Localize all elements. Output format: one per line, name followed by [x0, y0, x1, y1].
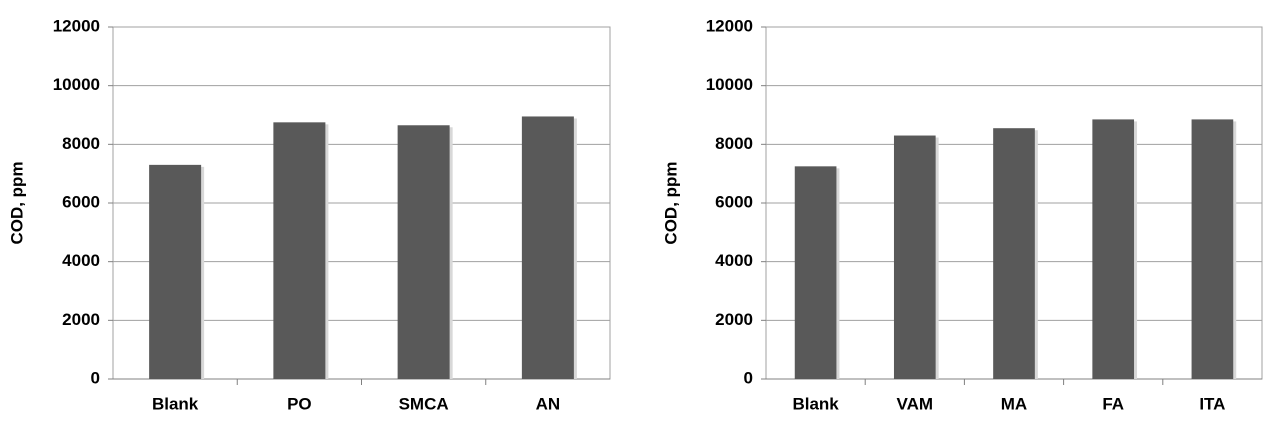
x-tick-label: VAM: [897, 394, 934, 413]
bar: [993, 128, 1035, 379]
bar: [893, 135, 936, 379]
y-tick-label: 6000: [62, 192, 100, 211]
y-tick-label: 0: [744, 368, 753, 387]
y-tick-label: 12000: [53, 16, 100, 35]
bar: [149, 164, 202, 379]
y-tick-label: 2000: [715, 310, 753, 329]
y-tick-label: 8000: [715, 134, 753, 153]
y-tick-label: 6000: [715, 192, 753, 211]
bar: [521, 116, 574, 379]
x-tick-label: ITA: [1199, 394, 1225, 413]
bar: [1092, 119, 1135, 380]
y-tick-label: 12000: [706, 16, 753, 35]
bar: [1191, 119, 1234, 380]
y-tick-label: 4000: [715, 251, 753, 270]
y-axis-label: COD, ppm: [7, 161, 26, 244]
y-tick-label: 4000: [62, 251, 100, 270]
bar: [794, 166, 837, 379]
y-tick-label: 2000: [62, 310, 100, 329]
y-axis-label: COD, ppm: [661, 161, 680, 244]
x-tick-label: AN: [536, 394, 561, 413]
x-tick-label: PO: [287, 394, 312, 413]
y-tick-label: 10000: [706, 75, 753, 94]
bar: [397, 125, 450, 380]
y-tick-label: 10000: [53, 75, 100, 94]
bar: [273, 122, 326, 379]
y-tick-label: 0: [91, 368, 100, 387]
x-tick-label: Blank: [152, 394, 199, 413]
x-tick-label: MA: [1001, 394, 1027, 413]
x-tick-label: SMCA: [399, 394, 449, 413]
x-tick-label: Blank: [792, 394, 839, 413]
y-tick-label: 8000: [62, 134, 100, 153]
x-tick-label: FA: [1102, 394, 1124, 413]
